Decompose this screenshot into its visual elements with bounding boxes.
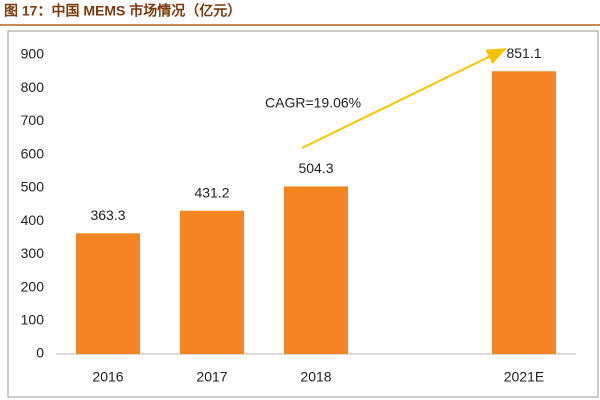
y-tick-label: 800	[21, 79, 45, 95]
bar	[180, 210, 244, 354]
cagr-arrow	[301, 48, 507, 149]
y-tick-label: 200	[21, 278, 45, 294]
y-tick-label: 100	[21, 311, 45, 327]
y-tick-label: 900	[21, 46, 45, 62]
annotation: CAGR=19.06%	[265, 95, 361, 111]
x-tick-label: 2016	[92, 369, 123, 385]
x-tick-label: 2021E	[504, 369, 544, 385]
data-label: 363.3	[90, 207, 125, 223]
y-tick-label: 400	[21, 212, 45, 228]
bar	[284, 186, 348, 354]
data-label: 431.2	[194, 184, 229, 200]
x-tick-label: 2018	[300, 369, 331, 385]
y-tick-label: 700	[21, 112, 45, 128]
data-label: 851.1	[506, 45, 541, 61]
y-tick-label: 500	[21, 179, 45, 195]
y-tick-label: 600	[21, 145, 45, 161]
y-tick-label: 300	[21, 245, 45, 261]
data-label: 504.3	[298, 160, 333, 176]
y-tick-label: 0	[36, 345, 44, 361]
bar	[492, 71, 556, 354]
bar	[76, 233, 140, 354]
chart-frame	[7, 30, 599, 398]
x-tick-label: 2017	[196, 369, 227, 385]
chart-title: 图 17：中国 MEMS 市场情况（亿元）	[4, 3, 241, 19]
